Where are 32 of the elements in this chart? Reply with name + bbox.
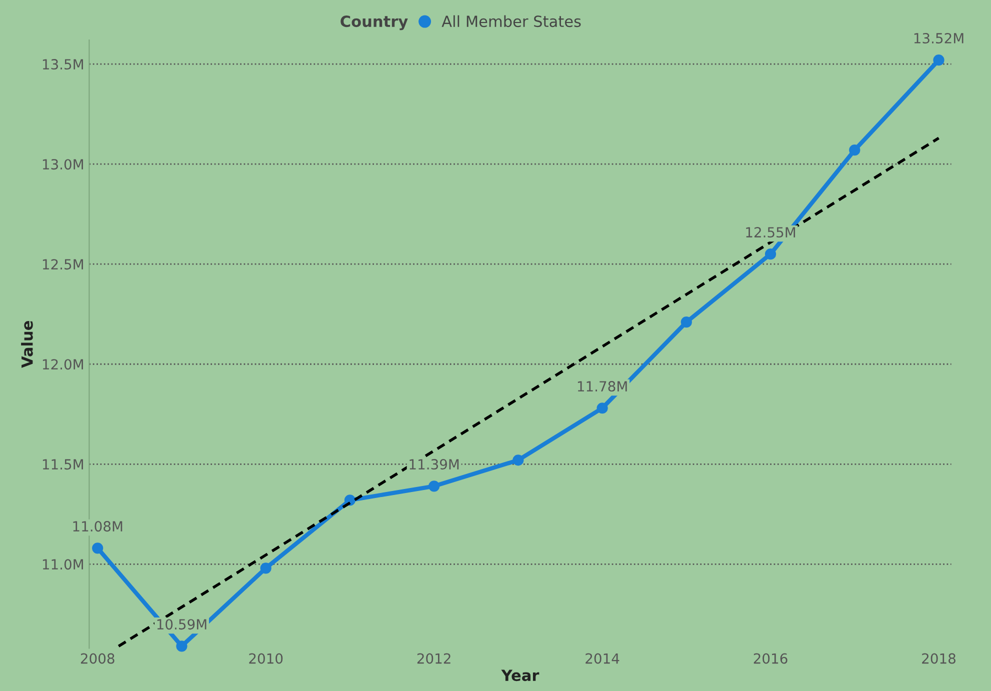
point [764,248,776,260]
point [260,562,272,574]
point [92,542,104,554]
y-tick-label: 12.5M [42,259,83,270]
point [849,144,860,156]
point [680,316,692,328]
y-axis-title: Value [21,320,33,368]
data-label: 11.78M [578,381,627,392]
x-tick-label: 2008 [80,653,114,664]
y-tick-label: 12.0M [42,359,83,370]
data-label: 13.52M [914,32,964,44]
x-tick-label: 2012 [417,653,450,664]
y-tick-label: 13.5M [42,59,83,70]
x-tick-label: 2016 [754,653,788,664]
point [176,640,188,652]
data-label: 12.55M [746,227,796,238]
data-label: 10.59M [157,619,206,630]
data-label: 11.39M [410,459,459,470]
y-tick-label: 11.5M [42,459,83,470]
x-tick-label: 2014 [586,653,620,664]
y-tick-label: 13.0M [42,159,83,170]
point [933,54,944,66]
point [596,402,608,414]
x-tick-label: 2018 [922,653,956,664]
point [512,454,524,466]
x-axis-title: Year [501,670,540,682]
data-label: 11.08M [73,521,122,532]
y-tick-label: 11.0M [42,559,83,570]
point [428,480,440,492]
x-tick-label: 2010 [249,653,283,664]
legend-label: All Member States [442,15,581,28]
legend-title: Country [340,16,408,30]
